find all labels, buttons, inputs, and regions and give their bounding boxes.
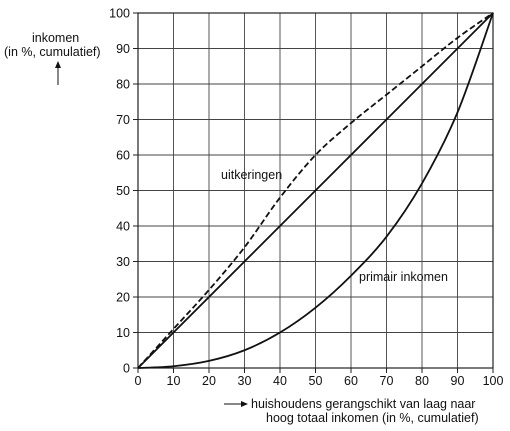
x-tick-label: 10: [167, 374, 181, 388]
x-tick-label: 80: [415, 374, 429, 388]
y-tick-label: 0: [123, 362, 130, 376]
y-tick-label: 30: [116, 255, 130, 269]
y-tick-label: 80: [116, 78, 130, 92]
x-tick-label: 90: [451, 374, 465, 388]
series-label-uitkeringen: uitkeringen: [221, 168, 283, 182]
x-axis-label-line2: hoog totaal inkomen (in %, cumulatief): [266, 411, 479, 425]
y-tick-label: 20: [116, 291, 130, 305]
y-axis-label-line2: (in %, cumulatief): [4, 45, 101, 59]
series-line-equality: [137, 12, 494, 369]
x-tick-label: 30: [238, 374, 252, 388]
y-tick-label: 50: [116, 184, 130, 198]
x-tick-label: 50: [309, 374, 323, 388]
series-label-primair-inkomen: primair inkomen: [359, 270, 448, 284]
x-tick-label: 60: [344, 374, 358, 388]
x-tick-label: 20: [202, 374, 216, 388]
x-tick-label: 100: [483, 374, 504, 388]
grid: [137, 12, 494, 369]
tick-labels: 0 10 20 30 40 50 60 70 80 90 100 0 10 20 30 40 50 60 70 80 9…: [109, 7, 503, 389]
x-tick-label: 0: [135, 374, 142, 388]
x-axis-arrow: [224, 401, 248, 407]
y-tick-label: 70: [116, 113, 130, 127]
y-tick-label: 90: [116, 42, 130, 56]
x-tick-label: 40: [273, 374, 287, 388]
y-axis-arrow: [55, 61, 61, 85]
y-tick-label: 60: [116, 149, 130, 163]
series-line-uitkeringen: [137, 12, 494, 369]
series-lines: [137, 12, 494, 369]
series-line-primair-inkomen: [137, 12, 494, 369]
y-tick-label: 40: [116, 220, 130, 234]
y-tick-label: 100: [109, 7, 130, 21]
x-tick-label: 70: [380, 374, 394, 388]
x-axis-label-line1: huishoudens gerangschikt van laag naar: [251, 397, 476, 411]
y-tick-label: 10: [116, 326, 130, 340]
y-axis-label-line1: inkomen: [32, 31, 80, 45]
